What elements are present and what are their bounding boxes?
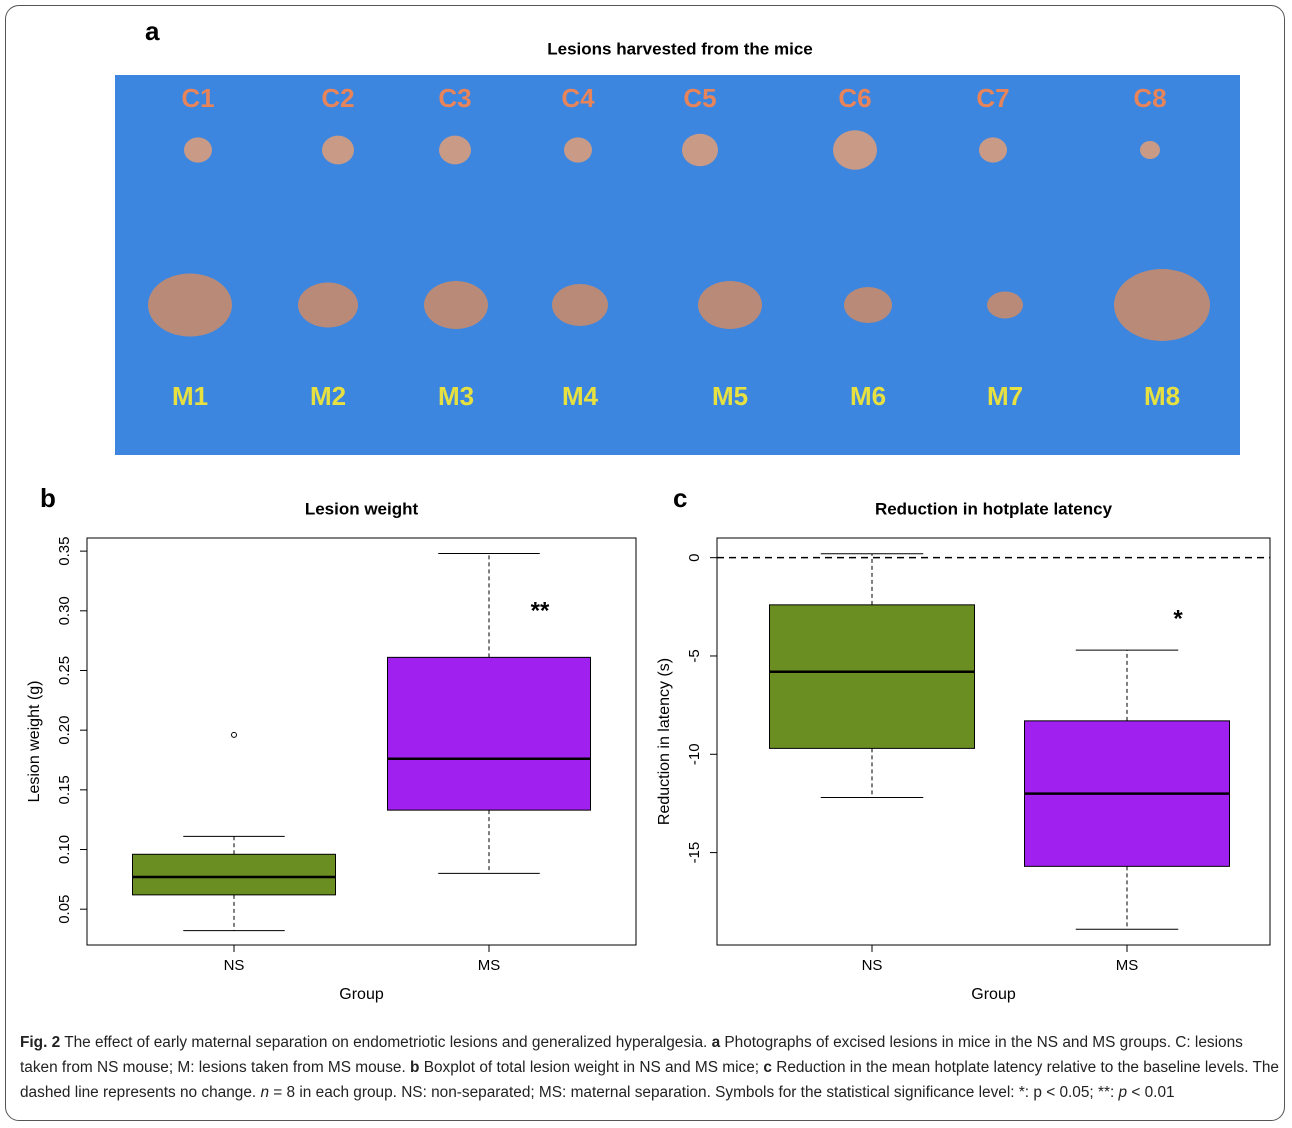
y-tick-label: 0.30: [56, 596, 73, 625]
box: [770, 605, 975, 749]
y-tick-label: 0.10: [56, 835, 73, 864]
sample-label: C1: [181, 83, 214, 113]
lesion: [322, 136, 354, 165]
outlier: [232, 732, 237, 737]
caption-text: = 8 in each group. NS: non-separated; MS…: [269, 1084, 1119, 1101]
box: [388, 657, 591, 810]
x-tick-label: NS: [862, 957, 883, 974]
lesion: [439, 136, 471, 165]
sample-label: M6: [850, 381, 886, 411]
lesion: [698, 281, 762, 329]
caption-text: Boxplot of total lesion weight in NS and…: [419, 1059, 763, 1076]
y-tick-label: -5: [686, 649, 703, 662]
panel-title: Lesions harvested from the mice: [547, 39, 812, 58]
sample-label: M1: [172, 381, 208, 411]
y-tick-label: 0.15: [56, 775, 73, 804]
sample-label: M8: [1144, 381, 1180, 411]
y-tick-label: 0.25: [56, 656, 73, 685]
lesion: [148, 274, 232, 337]
x-tick-label: MS: [1116, 957, 1139, 974]
lesion: [987, 292, 1023, 319]
panel-letter: c: [673, 483, 687, 513]
caption: Fig. 2 The effect of early maternal sepa…: [20, 1030, 1282, 1105]
y-tick-label: 0.20: [56, 716, 73, 745]
y-tick-label: 0: [686, 553, 703, 561]
sample-label: C2: [321, 83, 354, 113]
caption-symbol: n: [260, 1084, 269, 1101]
sample-label: M5: [712, 381, 748, 411]
sample-label: M7: [987, 381, 1023, 411]
y-axis-label: Lesion weight (g): [26, 681, 43, 803]
lesion: [564, 137, 592, 162]
x-tick-label: MS: [478, 957, 501, 974]
y-tick-label: 0.35: [56, 537, 73, 566]
x-axis-label: Group: [971, 986, 1016, 1003]
sample-label: C8: [1133, 83, 1166, 113]
caption-label: Fig. 2: [20, 1034, 60, 1051]
photo: [115, 75, 1240, 455]
sample-label: M2: [310, 381, 346, 411]
lesion: [844, 287, 892, 323]
caption-symbol: p: [1119, 1084, 1128, 1101]
lesion: [682, 134, 718, 166]
sample-label: C5: [683, 83, 716, 113]
lesion: [298, 283, 358, 328]
lesion: [424, 281, 488, 329]
page: a Lesions harvested from the mice C1 C2 C3…: [0, 0, 1292, 1128]
caption-text: < 0.01: [1127, 1084, 1175, 1101]
panel-letter: b: [40, 483, 56, 513]
x-axis-label: Group: [339, 986, 384, 1003]
y-tick-label: -10: [686, 743, 703, 765]
sample-label: C6: [838, 83, 871, 113]
box: [133, 854, 336, 895]
panel-letter: a: [145, 16, 160, 46]
y-tick-label: -15: [686, 842, 703, 864]
lesion: [979, 137, 1007, 162]
y-axis-label: Reduction in latency (s): [656, 658, 673, 825]
caption-text: The effect of early maternal separation …: [60, 1034, 711, 1051]
sample-label: M4: [562, 381, 599, 411]
lesion: [184, 137, 212, 162]
lesion: [1140, 141, 1160, 159]
chart-title: Lesion weight: [305, 499, 419, 518]
sample-label: C3: [438, 83, 471, 113]
significance: **: [531, 597, 550, 624]
figure: a Lesions harvested from the mice C1 C2 C3…: [0, 0, 1292, 1128]
x-tick-label: NS: [224, 957, 245, 974]
sample-label: C7: [976, 83, 1009, 113]
lesion: [833, 130, 877, 170]
caption-letter: a: [712, 1034, 721, 1051]
chart-title: Reduction in hotplate latency: [875, 499, 1113, 518]
y-tick-label: 0.05: [56, 895, 73, 924]
lesion: [1114, 269, 1210, 341]
sample-label: C4: [561, 83, 595, 113]
significance: *: [1173, 605, 1183, 632]
lesion: [552, 284, 608, 326]
caption-letter: c: [763, 1059, 772, 1076]
sample-label: M3: [438, 381, 474, 411]
